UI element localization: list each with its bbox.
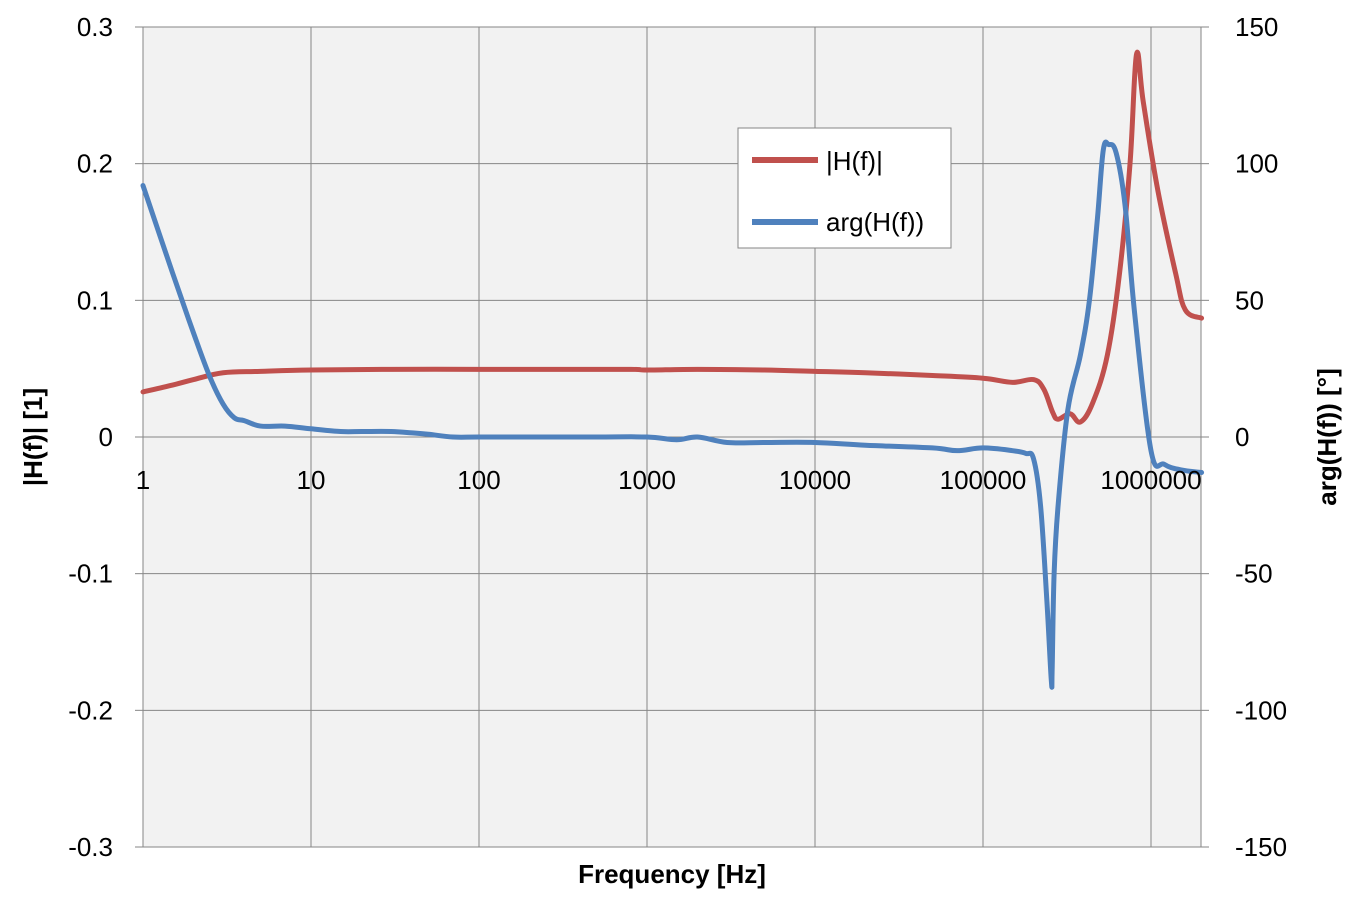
x-tick-label: 100	[457, 465, 500, 495]
series-line-magnitude	[140, 49, 1205, 425]
series-line-phase	[140, 139, 1205, 690]
y-left-tick-label: -0.1	[68, 559, 113, 589]
tick-labels: 0.3 0.2 0.1 0 -0.1 -0.2 -0.3 150 100 50 0 -50 -100 -1…	[68, 12, 1287, 862]
y-right-tick-label: 150	[1235, 12, 1278, 42]
legend-label-magnitude: |H(f)|	[826, 146, 883, 176]
legend-box	[737, 127, 952, 249]
legend: |H(f)| arg(H(f))	[737, 127, 952, 249]
x-tick-label: 10000	[779, 465, 851, 495]
y-left-tick-label: -0.3	[68, 832, 113, 862]
y-right-axis-title: arg(H(f)) [°]	[1312, 368, 1342, 505]
y-left-tick-label: 0	[99, 422, 113, 452]
y-right-tick-label: 0	[1235, 422, 1249, 452]
x-tick-label: 100000	[940, 465, 1027, 495]
x-tick-label: 1	[136, 465, 150, 495]
y-right-tick-label: -50	[1235, 559, 1273, 589]
y-left-tick-label: 0.3	[77, 12, 113, 42]
y-right-tick-label: 50	[1235, 285, 1264, 315]
y-right-tick-label: 100	[1235, 149, 1278, 179]
y-left-tick-label: -0.2	[68, 695, 113, 725]
series-layer	[140, 49, 1205, 690]
x-tick-label: 10	[297, 465, 326, 495]
y-right-tick-label: -100	[1235, 695, 1287, 725]
x-tick-label: 1000000	[1100, 465, 1201, 495]
y-left-axis-title: |H(f)| [1]	[18, 388, 48, 486]
legend-label-phase: arg(H(f))	[826, 207, 924, 237]
x-tick-label: 1000	[618, 465, 676, 495]
y-right-tick-label: -150	[1235, 832, 1287, 862]
x-axis-title: Frequency [Hz]	[578, 859, 766, 889]
y-left-tick-label: 0.1	[77, 285, 113, 315]
y-left-tick-label: 0.2	[77, 149, 113, 179]
